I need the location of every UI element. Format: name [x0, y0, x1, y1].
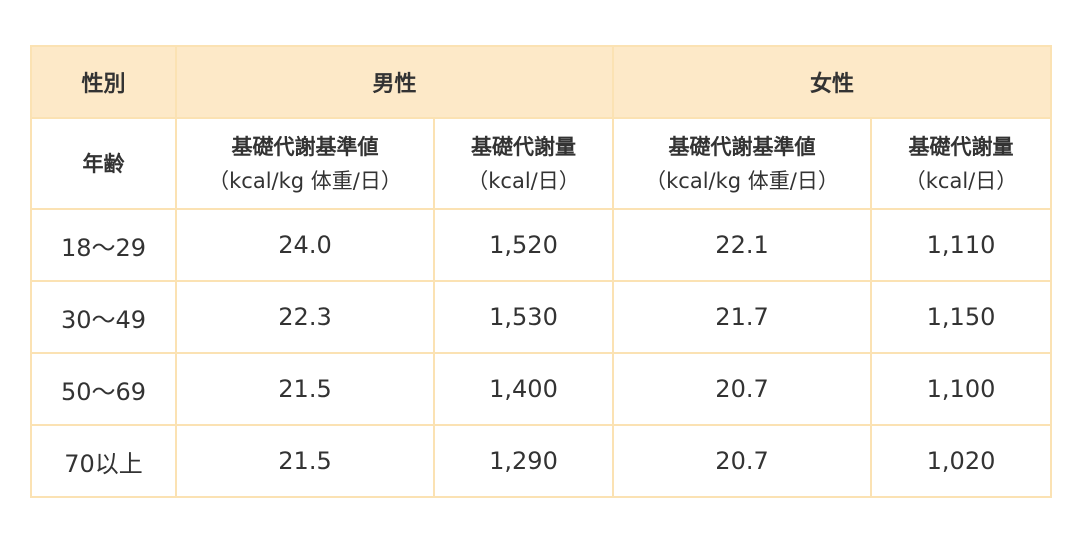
subheader-cell: 基礎代謝基準値 （kcal/kg 体重/日） [612, 117, 873, 210]
subheader-line: 基礎代謝量 [471, 134, 576, 159]
header-row: 性別 男性 女性 [30, 45, 1053, 119]
data-row: 18～29 24.0 1,520 22.1 1,110 [30, 208, 1053, 282]
data-cell: 24.0 [175, 208, 435, 282]
data-cell: 22.3 [175, 280, 435, 354]
data-cell: 30～49 [30, 280, 177, 354]
subheader-line: 基礎代謝基準値 [231, 134, 379, 159]
data-cell: 18～29 [30, 208, 177, 282]
data-cell: 1,400 [432, 352, 615, 426]
data-cell: 21.5 [175, 424, 435, 498]
data-cell: 22.1 [612, 208, 873, 282]
data-cell: 21.5 [175, 352, 435, 426]
data-cell: 20.7 [612, 352, 873, 426]
subheader-line: （kcal/kg 体重/日） [208, 168, 402, 193]
header-cell: 男性 [174, 45, 615, 119]
data-cell: 1,520 [432, 208, 615, 282]
subheader-line: （kcal/kg 体重/日） [645, 168, 839, 193]
data-cell: 20.7 [612, 424, 873, 498]
table-body: 18～29 24.0 1,520 22.1 1,110 30～49 22.3 1,530 21.… [30, 208, 1053, 498]
bmr-table: 性別 男性 女性 年齢 基礎代謝基準値 （kcal/kg 体重/日） 基礎代謝量 （k… [30, 45, 1053, 498]
subheader-cell: 基礎代謝基準値 （kcal/kg 体重/日） [175, 117, 435, 210]
subheader-line: 基礎代謝基準値 [668, 134, 816, 159]
subheader-cell: 基礎代謝量 （kcal/日） [870, 117, 1053, 210]
subheader-row: 年齢 基礎代謝基準値 （kcal/kg 体重/日） 基礎代謝量 （kcal/日） 基礎代… [30, 117, 1053, 210]
header-cell: 性別 [30, 45, 177, 119]
data-cell: 50～69 [30, 352, 177, 426]
subheader-cell: 年齢 [30, 117, 177, 210]
header-cell: 女性 [612, 45, 1053, 119]
data-cell: 1,110 [870, 208, 1053, 282]
data-cell: 21.7 [612, 280, 873, 354]
subheader-line: 基礎代謝量 [908, 134, 1014, 159]
data-cell: 1,020 [870, 424, 1053, 498]
subheader-line: （kcal/日） [467, 168, 580, 193]
data-cell: 1,290 [432, 424, 615, 498]
data-row: 50～69 21.5 1,400 20.7 1,100 [30, 352, 1053, 426]
subheader-line: （kcal/日） [904, 168, 1018, 193]
data-cell: 1,530 [432, 280, 615, 354]
data-row: 70以上 21.5 1,290 20.7 1,020 [30, 424, 1053, 498]
data-cell: 1,100 [870, 352, 1053, 426]
data-cell: 1,150 [870, 280, 1053, 354]
subheader-cell: 基礎代謝量 （kcal/日） [432, 117, 615, 210]
data-row: 30～49 22.3 1,530 21.7 1,150 [30, 280, 1053, 354]
data-cell: 70以上 [30, 424, 177, 498]
